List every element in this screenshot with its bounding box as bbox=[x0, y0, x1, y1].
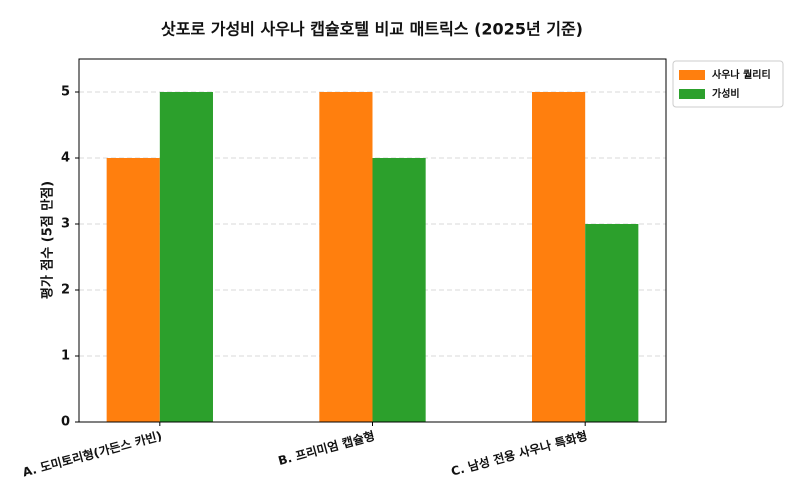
bar bbox=[585, 224, 639, 422]
legend-swatch bbox=[679, 70, 705, 80]
bar bbox=[372, 158, 426, 422]
bar bbox=[532, 92, 586, 422]
legend-label: 사우나 퀄리티 bbox=[712, 68, 771, 81]
y-tick-label: 0 bbox=[61, 415, 70, 430]
y-axis-label: 평가 점수 (5점 만점) bbox=[40, 181, 56, 299]
bar bbox=[319, 92, 373, 422]
legend-label: 가성비 bbox=[712, 87, 740, 100]
x-tick-label: A. 도미토리형(가든스 카빈) bbox=[21, 428, 164, 480]
y-tick-label: 2 bbox=[61, 283, 70, 298]
bar bbox=[159, 92, 213, 422]
chart-title: 삿포로 가성비 사우나 캡슐호텔 비교 매트릭스 (2025년 기준) bbox=[161, 20, 583, 39]
legend-frame bbox=[672, 60, 784, 108]
bar bbox=[106, 158, 160, 422]
plot-frame bbox=[78, 58, 667, 423]
y-tick-label: 5 bbox=[61, 85, 70, 100]
x-tick-label: C. 남성 전용 사우나 특화형 bbox=[449, 428, 589, 479]
y-tick-label: 4 bbox=[61, 151, 70, 166]
y-tick-label: 3 bbox=[61, 217, 70, 232]
x-tick-label: B. 프리미엄 캡슐형 bbox=[276, 428, 376, 468]
y-tick-label: 1 bbox=[61, 349, 70, 364]
legend-swatch bbox=[679, 89, 705, 99]
